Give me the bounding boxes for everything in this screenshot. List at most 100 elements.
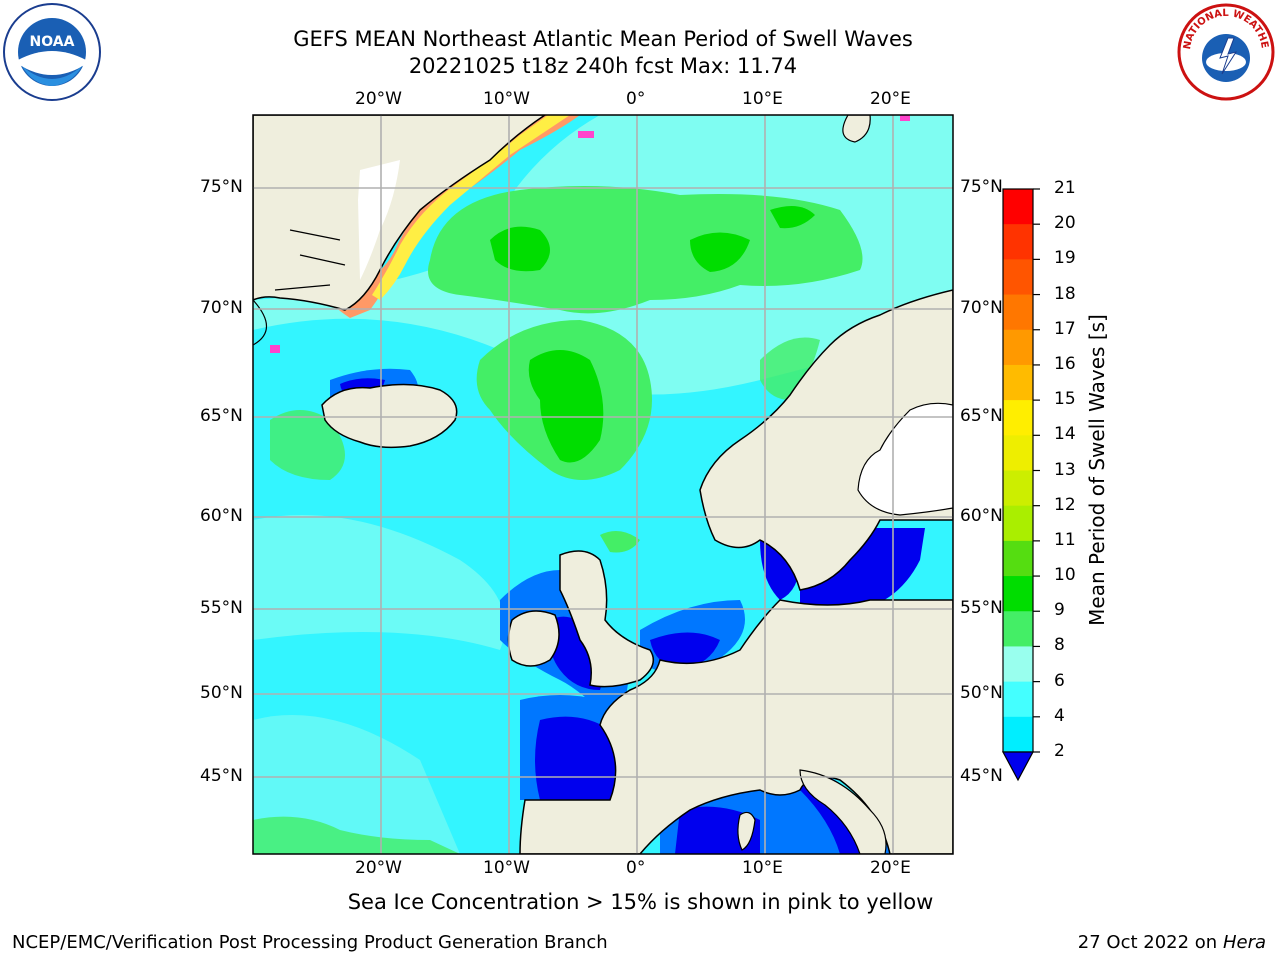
date-line: 27 Oct 2022 on Hera	[1078, 932, 1266, 953]
colorbar-tick-label: 14	[1054, 424, 1076, 445]
noaa-logo: NOAA	[2, 2, 102, 102]
svalbard-land	[842, 115, 871, 143]
credit-line: NCEP/EMC/Verification Post Processing Pr…	[12, 932, 608, 953]
colorbar-segment	[1003, 364, 1033, 401]
colorbar-title: Mean Period of Swell Waves [s]	[1085, 314, 1109, 626]
swell-region-light	[253, 515, 505, 650]
sea-ice-patch	[270, 345, 280, 353]
europe-land	[519, 599, 953, 854]
colorbar-segment	[1003, 294, 1033, 331]
colorbar-under-arrow	[1001, 751, 1035, 782]
graticule	[253, 115, 953, 854]
sea-ice-edge	[320, 115, 580, 318]
swell-region-bright-green	[528, 350, 604, 463]
lon-label-top: 0°	[626, 89, 646, 109]
swell-region-green	[760, 337, 820, 400]
colorbar-segment	[1003, 259, 1033, 296]
swell-region-green	[253, 816, 460, 854]
colorbar-tick-label: 21	[1054, 178, 1076, 198]
colorbar-tick-label: 16	[1054, 353, 1076, 374]
lat-label-right: 70°N	[960, 298, 1003, 318]
lat-label-right: 50°N	[960, 683, 1003, 703]
date-text: 27 Oct 2022 on	[1077, 932, 1218, 953]
lat-label-left: 45°N	[200, 766, 243, 786]
ireland-land	[507, 610, 560, 667]
great-britain-land	[559, 550, 655, 688]
swell-region-bright-green	[690, 232, 750, 272]
greenland-interior	[358, 160, 400, 280]
colorbar-tick-label: 11	[1054, 529, 1076, 550]
colorbar-segment	[1003, 681, 1033, 718]
swell-region-green	[600, 531, 640, 553]
lat-label-left: 55°N	[200, 598, 243, 618]
colorbar-segment	[1003, 189, 1033, 225]
nws-logo: NATIONAL WEATHER SERVICE	[1172, 0, 1276, 102]
colorbar-tick-label: 18	[1054, 283, 1076, 304]
swell-region-green	[270, 410, 345, 480]
lon-label-top: 10°E	[742, 89, 783, 109]
swell-region-bright-green	[490, 226, 550, 272]
lat-label-left: 70°N	[200, 298, 243, 318]
lon-label-bottom: 0°	[626, 858, 646, 878]
lon-label-bottom: 20°W	[355, 858, 402, 878]
colorbar-tick-label: 13	[1054, 459, 1076, 480]
sea-ice-patch	[900, 115, 910, 121]
machine-name: Hera	[1222, 932, 1266, 953]
lon-label-bottom: 20°E	[870, 858, 911, 878]
map-subtitle: 20221025 t18z 240h fcst Max: 11.74	[408, 54, 798, 78]
lat-label-right: 55°N	[960, 598, 1003, 618]
lat-label-left: 65°N	[200, 406, 243, 426]
colorbar-segment	[1003, 435, 1033, 471]
lon-label-top: 20°E	[870, 89, 911, 109]
colorbar-segment	[1003, 470, 1033, 507]
colorbar-tick-label: 19	[1054, 248, 1076, 269]
colorbar-segment	[1003, 611, 1033, 647]
colorbar-tick-label: 12	[1054, 494, 1076, 515]
colorbar-tick-label: 17	[1054, 318, 1076, 339]
lon-label-top: 10°W	[483, 89, 530, 109]
lat-label-left: 60°N	[200, 506, 243, 526]
swell-region-dark-blue	[535, 716, 615, 800]
lat-label-right: 60°N	[960, 506, 1003, 526]
lon-label-top: 20°W	[355, 89, 402, 109]
map-title: GEFS MEAN Northeast Atlantic Mean Period…	[293, 27, 913, 51]
colorbar-tick-label: 2	[1054, 741, 1065, 761]
colorbar-segment	[1003, 505, 1033, 542]
colorbar-segment	[1003, 576, 1033, 612]
colorbar	[1003, 188, 1040, 753]
sea-ice-patch	[578, 131, 594, 138]
scandinavia-land	[699, 289, 953, 591]
lat-label-left: 50°N	[200, 683, 243, 703]
colorbar-segment	[1003, 716, 1033, 753]
gulf-of-bothnia	[857, 402, 953, 516]
lat-label-left: 75°N	[200, 177, 243, 197]
swell-region-dark-blue	[650, 632, 720, 670]
colorbar-tick-label: 4	[1054, 705, 1065, 726]
colorbar-tick-label: 8	[1054, 635, 1065, 656]
lon-label-bottom: 10°W	[483, 858, 530, 878]
lon-label-bottom: 10°E	[742, 858, 783, 878]
noaa-logo-text: NOAA	[30, 34, 75, 50]
colorbar-segment	[1003, 329, 1033, 366]
map-frame	[252, 114, 954, 855]
colorbar-tick-label: 15	[1054, 389, 1076, 410]
lat-label-right: 65°N	[960, 406, 1003, 426]
colorbar-tick-label: 20	[1054, 213, 1076, 234]
colorbar-tick-label: 6	[1054, 670, 1065, 691]
lat-label-right: 45°N	[960, 766, 1003, 786]
lat-label-right: 75°N	[960, 177, 1003, 197]
swell-region-green	[428, 186, 863, 314]
corsica-sardinia-land	[737, 811, 756, 851]
iceland-land	[321, 383, 458, 449]
map-area	[253, 115, 953, 854]
colorbar-tick-label: 10	[1054, 565, 1076, 586]
colorbar-segment	[1003, 224, 1033, 260]
colorbar-segment	[1003, 646, 1033, 683]
colorbar-segment	[1003, 400, 1033, 436]
sea-ice-edge	[372, 115, 570, 300]
colorbar-segment	[1003, 540, 1033, 577]
colorbar-tick-label: 9	[1054, 600, 1065, 621]
sea-ice-note: Sea Ice Concentration > 15% is shown in …	[347, 890, 934, 914]
swell-region-bright-green	[770, 206, 815, 229]
